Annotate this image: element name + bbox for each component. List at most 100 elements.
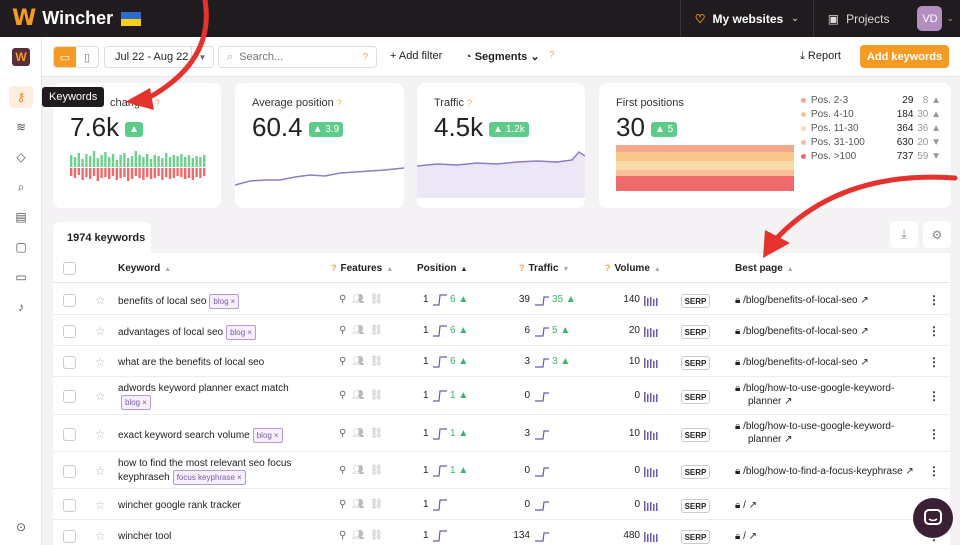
table-row[interactable]: ☆ what are the benefits of local seo ⚲ 👥… <box>53 346 950 377</box>
select-all-checkbox[interactable] <box>63 262 76 275</box>
external-link-icon[interactable]: ↗ <box>860 357 869 368</box>
row-checkbox[interactable] <box>63 294 76 307</box>
row-menu-icon[interactable]: ⋮ <box>928 464 940 478</box>
download-icon[interactable]: ⤓ <box>890 221 918 248</box>
remove-tag-icon[interactable]: × <box>273 431 279 440</box>
row-menu-icon[interactable]: ⋮ <box>928 293 940 307</box>
row-checkbox[interactable] <box>63 530 76 543</box>
row-checkbox[interactable] <box>63 390 76 403</box>
star-icon[interactable]: ☆ <box>95 389 106 403</box>
search-icon[interactable]: ⌕ <box>17 179 25 194</box>
volume-column-header[interactable]: ? Volume ▲ <box>605 263 661 274</box>
bell-icon[interactable]: ♪ <box>18 300 24 314</box>
row-checkbox[interactable] <box>63 499 76 512</box>
keyword-tag[interactable]: blog × <box>209 294 240 309</box>
table-row[interactable]: ☆ adwords keyword planner exact match blo… <box>53 377 950 415</box>
expand-icon[interactable]: ⊙ <box>15 520 27 534</box>
star-icon[interactable]: ☆ <box>95 324 106 338</box>
help-icon[interactable]: ? <box>154 98 160 108</box>
mobile-icon[interactable]: ▯ <box>83 51 91 64</box>
row-checkbox[interactable] <box>63 325 76 338</box>
row-checkbox[interactable] <box>63 465 76 478</box>
date-range-chevron-icon[interactable]: ▼ <box>191 47 213 67</box>
volume-cell: 480 <box>623 530 640 541</box>
help-icon[interactable]: ? <box>336 98 342 108</box>
website-logo[interactable]: W <box>12 48 30 66</box>
key-icon[interactable]: ⚷ <box>9 86 33 108</box>
row-menu-icon[interactable]: ⋮ <box>928 355 940 369</box>
serp-button[interactable]: SERP <box>681 530 710 544</box>
remove-tag-icon[interactable]: × <box>142 398 147 407</box>
keyword-tag[interactable]: blog × <box>226 325 256 340</box>
my-websites-dropdown[interactable]: ♡ My websites ⌄ <box>679 0 814 37</box>
external-link-icon[interactable]: ↗ <box>784 434 793 445</box>
external-link-icon[interactable]: ↗ <box>748 531 758 542</box>
star-icon[interactable]: ☆ <box>95 529 106 543</box>
keyword-tag[interactable]: blog × <box>252 428 283 443</box>
table-row[interactable]: ☆ wincher tool ⚲ 👥︎ ⛓︎ 1 134 480 SERP 🔒︎… <box>53 520 950 545</box>
row-checkbox[interactable] <box>63 356 76 369</box>
help-icon[interactable]: ? <box>466 98 472 108</box>
projects-button[interactable]: ▣ Projects <box>814 12 904 26</box>
add-keywords-button[interactable]: Add keywords <box>860 45 949 68</box>
star-icon[interactable]: ☆ <box>95 293 106 307</box>
serp-button[interactable]: SERP <box>681 428 710 442</box>
notes-icon[interactable]: ▤ <box>15 210 27 224</box>
traffic-card[interactable]: Traffic? 4.5k ▲ 1.2k <box>417 83 585 208</box>
tags-icon[interactable]: ◇ <box>16 150 26 164</box>
layers-icon[interactable]: ≋ <box>15 120 27 134</box>
serp-button[interactable]: SERP <box>681 465 710 479</box>
row-menu-icon[interactable]: ⋮ <box>928 389 940 403</box>
external-link-icon[interactable]: ↗ <box>748 500 758 511</box>
segments-help-icon[interactable]: ? <box>549 50 555 61</box>
add-filter-button[interactable]: + Add filter <box>390 50 443 62</box>
table-row[interactable]: ☆ how to find the most relevant seo focu… <box>53 452 950 489</box>
star-icon[interactable]: ☆ <box>95 355 106 369</box>
search-input[interactable] <box>239 51 340 63</box>
row-menu-icon[interactable]: ⋮ <box>928 324 940 338</box>
first-positions-card[interactable]: First positions 30 ▲ 5 Pos. 2-3 29 8 ▲ Pos. … <box>599 83 951 208</box>
keyword-tag[interactable]: focus keyphrase × <box>172 470 246 485</box>
star-icon[interactable]: ☆ <box>95 498 106 512</box>
traffic-column-header[interactable]: ? Traffic ▼ <box>519 263 570 274</box>
avatar-chevron-icon[interactable]: ⌄ <box>946 13 954 23</box>
remove-tag-icon[interactable]: × <box>236 473 242 482</box>
average-position-card[interactable]: Average position? 60.4 ▲ 3.9 <box>235 83 404 208</box>
features-column-header[interactable]: ? Features ▲ <box>331 263 394 274</box>
report-icon[interactable]: ▭ <box>15 270 27 284</box>
table-row[interactable]: ☆ advantages of local seo blog × ⚲ 👥︎ ⛓︎ 1… <box>53 315 950 346</box>
row-menu-icon[interactable]: ⋮ <box>928 427 940 441</box>
avatar[interactable]: VD <box>917 6 943 31</box>
table-row[interactable]: ☆ benefits of local seo blog × ⚲ 👥︎ ⛓︎ 1 6… <box>53 284 950 315</box>
external-link-icon[interactable]: ↗ <box>905 466 914 477</box>
external-link-icon[interactable]: ↗ <box>860 295 869 306</box>
external-link-icon[interactable]: ↗ <box>784 396 793 407</box>
best-page-column-header[interactable]: Best page ▲ <box>735 263 794 274</box>
remove-tag-icon[interactable]: × <box>247 328 252 337</box>
row-checkbox[interactable] <box>63 428 76 441</box>
serp-button[interactable]: SERP <box>681 294 710 308</box>
brand-logo[interactable]: W Wincher <box>12 0 142 37</box>
keywords-count-tab[interactable]: 1974 keywords <box>53 222 151 254</box>
serp-button[interactable]: SERP <box>681 390 710 404</box>
segments-dropdown[interactable]: ◔ Segments ⌄ <box>465 50 540 63</box>
document-icon[interactable]: ▢ <box>15 240 27 254</box>
help-icon[interactable]: ? <box>362 51 368 63</box>
report-button[interactable]: ⤓ Report <box>800 50 841 63</box>
star-icon[interactable]: ☆ <box>95 427 106 441</box>
desktop-icon[interactable]: ▭ <box>54 47 76 67</box>
serp-button[interactable]: SERP <box>681 325 710 339</box>
keyword-column-header[interactable]: Keyword ▲ <box>118 263 172 274</box>
external-link-icon[interactable]: ↗ <box>860 326 869 337</box>
star-icon[interactable]: ☆ <box>95 464 106 478</box>
serp-button[interactable]: SERP <box>681 356 710 370</box>
date-range-picker[interactable]: Jul 22 - Aug 22 ▼ <box>104 46 214 68</box>
position-column-header[interactable]: Position ▲ <box>417 263 468 274</box>
table-row[interactable]: ☆ wincher google rank tracker ⚲ 👥︎ ⛓︎ 1 … <box>53 489 950 520</box>
chat-button[interactable] <box>913 498 953 538</box>
table-row[interactable]: ☆ exact keyword search volume blog × ⚲ 👥︎ … <box>53 415 950 452</box>
remove-tag-icon[interactable]: × <box>230 297 236 306</box>
serp-button[interactable]: SERP <box>681 499 710 513</box>
settings-icon[interactable]: ⚙ <box>923 221 951 248</box>
keyword-tag[interactable]: blog × <box>121 395 151 410</box>
